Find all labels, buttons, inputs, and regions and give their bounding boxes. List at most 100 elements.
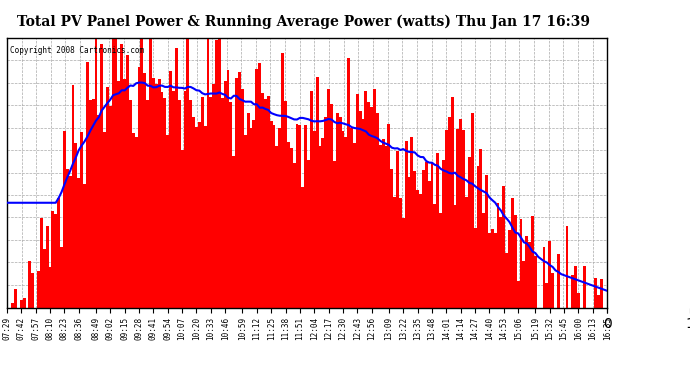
Bar bbox=[20, 300, 23, 307]
Bar bbox=[413, 171, 416, 308]
Bar bbox=[307, 160, 310, 308]
Bar bbox=[184, 91, 186, 308]
Bar bbox=[379, 145, 382, 308]
Bar bbox=[388, 124, 391, 308]
Bar bbox=[244, 135, 247, 308]
Bar bbox=[284, 100, 287, 308]
Bar bbox=[28, 261, 31, 308]
Bar bbox=[186, 38, 189, 308]
Bar bbox=[362, 118, 364, 308]
Bar bbox=[206, 38, 209, 308]
Bar bbox=[238, 72, 241, 308]
Bar bbox=[384, 146, 388, 308]
Text: Copyright 2008 Cartronics.com: Copyright 2008 Cartronics.com bbox=[10, 46, 144, 55]
Bar bbox=[549, 241, 551, 308]
Bar bbox=[120, 44, 124, 308]
Bar bbox=[302, 188, 304, 308]
Bar bbox=[428, 181, 431, 308]
Bar bbox=[149, 38, 152, 308]
Bar bbox=[505, 253, 508, 308]
Bar bbox=[40, 218, 43, 308]
Bar bbox=[448, 117, 451, 308]
Bar bbox=[508, 230, 511, 308]
Bar bbox=[172, 90, 175, 308]
Bar bbox=[11, 303, 14, 307]
Bar bbox=[468, 157, 471, 308]
Bar bbox=[106, 87, 109, 308]
Bar bbox=[60, 247, 63, 308]
Bar bbox=[353, 143, 356, 308]
Bar bbox=[299, 125, 302, 308]
Bar bbox=[178, 100, 181, 308]
Bar bbox=[75, 142, 77, 308]
Bar bbox=[399, 198, 402, 308]
Bar bbox=[546, 284, 549, 308]
Bar bbox=[278, 128, 282, 308]
Bar bbox=[261, 93, 264, 308]
Bar bbox=[491, 229, 494, 308]
Bar bbox=[164, 98, 166, 308]
Bar bbox=[456, 129, 460, 308]
Bar bbox=[258, 63, 261, 308]
Bar bbox=[287, 142, 290, 308]
Bar bbox=[57, 198, 60, 308]
Bar bbox=[112, 38, 115, 308]
Bar bbox=[371, 108, 373, 307]
Bar bbox=[502, 186, 505, 308]
Bar bbox=[152, 78, 155, 308]
Bar bbox=[315, 76, 319, 308]
Bar bbox=[221, 98, 224, 308]
Bar bbox=[233, 156, 235, 308]
Bar bbox=[43, 249, 46, 308]
Bar bbox=[175, 48, 178, 308]
Bar bbox=[517, 281, 520, 308]
Bar bbox=[68, 176, 72, 308]
Bar bbox=[577, 293, 580, 308]
Bar bbox=[124, 78, 126, 308]
Bar bbox=[359, 111, 362, 308]
Bar bbox=[166, 135, 169, 308]
Bar bbox=[204, 126, 206, 308]
Bar bbox=[135, 137, 137, 308]
Bar bbox=[431, 163, 433, 308]
Bar bbox=[376, 113, 379, 308]
Bar bbox=[433, 204, 436, 308]
Bar bbox=[109, 106, 112, 308]
Bar bbox=[304, 126, 307, 308]
Bar bbox=[295, 124, 299, 308]
Bar bbox=[462, 130, 465, 308]
Bar bbox=[393, 197, 396, 308]
Bar bbox=[66, 169, 68, 308]
Bar bbox=[218, 39, 221, 308]
Bar bbox=[600, 279, 603, 308]
Bar bbox=[525, 236, 529, 308]
Bar bbox=[92, 99, 95, 308]
Bar bbox=[126, 55, 129, 308]
Bar bbox=[542, 247, 546, 308]
Bar bbox=[520, 219, 522, 308]
Bar bbox=[115, 38, 117, 308]
Bar bbox=[333, 162, 336, 308]
Bar bbox=[364, 91, 367, 308]
Bar bbox=[422, 170, 425, 308]
Bar bbox=[213, 84, 215, 308]
Bar bbox=[83, 183, 86, 308]
Bar bbox=[416, 190, 419, 308]
Bar bbox=[293, 163, 295, 308]
Bar bbox=[189, 100, 192, 308]
Bar bbox=[144, 73, 146, 308]
Bar bbox=[198, 122, 201, 308]
Bar bbox=[367, 102, 371, 308]
Bar bbox=[465, 197, 468, 308]
Bar bbox=[471, 113, 473, 308]
Bar bbox=[500, 217, 502, 308]
Bar bbox=[494, 233, 497, 308]
Bar bbox=[230, 102, 233, 308]
Bar bbox=[46, 226, 48, 308]
Bar bbox=[215, 40, 218, 308]
Bar bbox=[77, 178, 80, 308]
Bar bbox=[373, 89, 376, 308]
Bar bbox=[132, 133, 135, 308]
Bar bbox=[319, 146, 322, 308]
Bar bbox=[597, 295, 600, 307]
